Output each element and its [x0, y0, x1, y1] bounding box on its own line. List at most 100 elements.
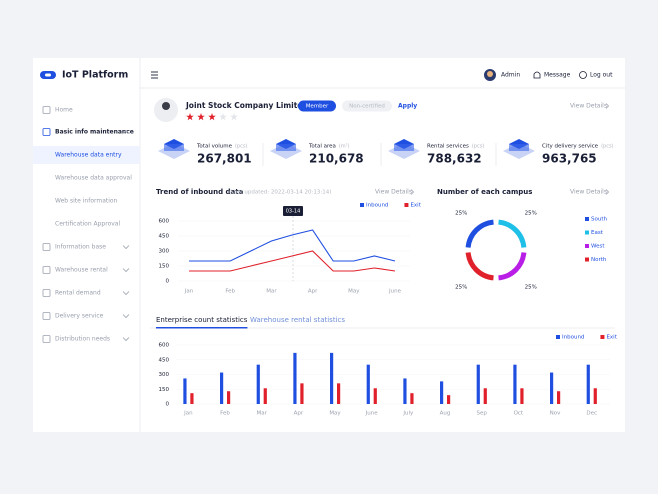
- bar: [586, 364, 590, 404]
- legend-swatch: [600, 335, 605, 339]
- bar: [520, 388, 524, 404]
- menu-icon: [42, 128, 51, 136]
- bar: [483, 388, 487, 404]
- menu-item[interactable]: Home: [55, 107, 73, 114]
- legend-label: West: [591, 244, 605, 250]
- menu-icon: [42, 312, 51, 320]
- legend-label: Inbound: [562, 335, 584, 341]
- stat-label: Total volume: [196, 144, 233, 150]
- logout-link[interactable]: Log out: [590, 72, 613, 79]
- bar: [220, 372, 224, 404]
- menu-item[interactable]: Basic info maintenance: [55, 129, 134, 136]
- x-tick-label: Apr: [308, 289, 318, 295]
- x-tick-label: Oct: [514, 411, 524, 417]
- message-link[interactable]: Message: [544, 72, 571, 79]
- apply-link[interactable]: Apply: [398, 103, 417, 110]
- donut-label: 25%: [525, 284, 537, 290]
- chart-subtitle: (Last updated: 2022-03-14 20:13:14): [229, 190, 331, 196]
- menu-item[interactable]: Information base: [55, 244, 106, 251]
- details-link[interactable]: View Details: [570, 189, 607, 196]
- legend-label: Exit: [606, 335, 617, 341]
- stat-icon-block: [394, 144, 414, 151]
- tooltip-text: 03-14: [286, 209, 301, 215]
- stat-value: 210,678: [309, 152, 364, 166]
- chart-title: Trend of inbound data: [156, 188, 244, 196]
- y-tick-label: 0: [166, 402, 170, 408]
- legend-label: East: [591, 230, 604, 236]
- chevron: [410, 189, 415, 195]
- x-tick-label: Feb: [220, 411, 230, 417]
- legend-swatch: [585, 230, 589, 235]
- bell-icon: [533, 71, 541, 79]
- x-tick-label: Aug: [440, 411, 451, 417]
- chevron: [122, 314, 130, 319]
- legend-label: North: [591, 257, 607, 263]
- legend-swatch: [360, 203, 364, 207]
- x-tick-label: Dec: [586, 411, 597, 417]
- bar: [447, 395, 451, 404]
- company-avatar-figure: [162, 102, 170, 110]
- bar: [300, 383, 304, 404]
- stat-unit: (pcs): [472, 144, 484, 150]
- y-tick-label: 450: [159, 357, 170, 363]
- submenu-item[interactable]: Certification Approval: [55, 221, 120, 228]
- tooltip-box: [283, 206, 303, 216]
- chevron: [122, 291, 130, 296]
- menu-item[interactable]: Rental demand: [55, 290, 101, 297]
- stat-icon-block: [276, 144, 296, 151]
- bar: [190, 393, 194, 404]
- rating-star: [208, 113, 216, 121]
- x-tick-label: Nov: [550, 411, 561, 417]
- stat-icon-block: [509, 144, 529, 151]
- logo-icon-inner: [45, 73, 51, 77]
- submenu-item[interactable]: Warehouse data entry: [55, 152, 122, 159]
- x-tick-label: June: [365, 411, 379, 417]
- menu-item[interactable]: Delivery service: [55, 313, 104, 320]
- member-badge: [298, 100, 336, 112]
- bar: [476, 364, 480, 404]
- x-tick-label: May: [329, 411, 341, 417]
- legend-swatch: [404, 203, 409, 207]
- user-name[interactable]: Admin: [501, 72, 520, 79]
- y-tick-label: 300: [159, 372, 170, 378]
- x-tick-label: May: [348, 289, 360, 295]
- donut-segment: [465, 219, 494, 248]
- legend-swatch: [585, 217, 589, 221]
- submenu-item[interactable]: Warehouse data approval: [55, 175, 132, 182]
- x-tick-label: Jan: [184, 289, 194, 295]
- y-tick-label: 150: [159, 387, 170, 393]
- details-link[interactable]: View Details: [375, 189, 412, 196]
- stat-label: City delivery service: [542, 144, 599, 150]
- bar: [410, 393, 414, 404]
- x-tick-label: Jan: [183, 411, 193, 417]
- y-tick-label: 450: [159, 234, 170, 240]
- x-tick-label: Apr: [294, 411, 304, 417]
- donut-segment: [498, 219, 527, 248]
- legend-swatch: [556, 335, 560, 339]
- avatar-face: [487, 71, 493, 77]
- y-tick-label: 0: [166, 279, 170, 285]
- tab[interactable]: Warehouse rental statistics: [250, 316, 345, 324]
- stat-icon-block: [164, 144, 184, 151]
- menu-item[interactable]: Warehouse rental: [55, 267, 108, 274]
- tab-underline: [156, 327, 248, 329]
- bar: [183, 378, 187, 404]
- active-item-bg: [33, 146, 140, 164]
- bar: [557, 391, 561, 404]
- tab-active[interactable]: Enterprise count statistics: [156, 316, 248, 324]
- y-tick-label: 150: [159, 264, 170, 270]
- bar: [337, 383, 341, 404]
- chevron: [605, 103, 610, 109]
- chevron: [122, 268, 130, 273]
- y-tick-label: 600: [159, 219, 170, 225]
- bar: [330, 352, 334, 404]
- donut-label: 25%: [525, 211, 537, 217]
- chevron: [122, 129, 130, 134]
- bar: [366, 364, 370, 404]
- legend-label: Exit: [410, 203, 421, 209]
- menu-item[interactable]: Distribution needs: [55, 336, 110, 343]
- submenu-item[interactable]: Web site information: [55, 198, 118, 205]
- donut-segment: [465, 252, 494, 281]
- company-details-link[interactable]: View Details: [570, 103, 607, 110]
